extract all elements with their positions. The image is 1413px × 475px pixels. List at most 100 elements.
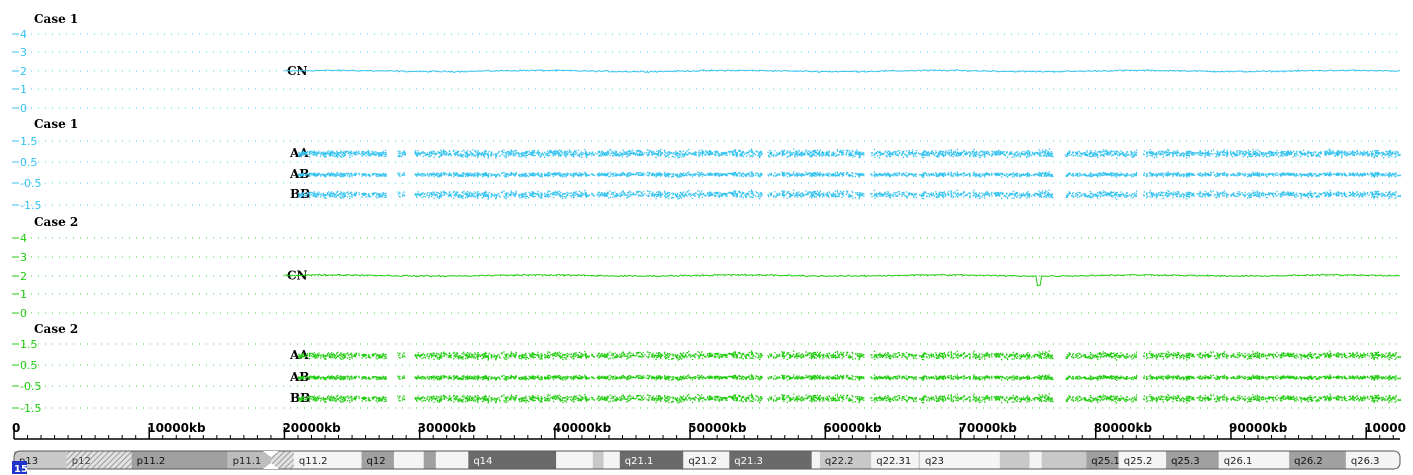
band-label-q21.3: q21.3 (734, 456, 763, 467)
x-tick-label: 30000kb (418, 421, 477, 435)
band-label-q22.2: q22.2 (825, 456, 854, 467)
genotype-point-cloud (298, 148, 1401, 159)
genotype-point-cloud (298, 393, 1401, 404)
track-title: Case 1 (34, 12, 78, 26)
band-label-q21.1: q21.1 (625, 456, 654, 467)
band-q25.2[interactable] (1118, 451, 1167, 469)
genotype-points-aa (298, 148, 1401, 159)
band-p11.1[interactable] (227, 451, 271, 469)
x-tick-label: 50000kb (688, 421, 747, 435)
y-tick-label: 3 (20, 46, 27, 59)
band-q22.31[interactable] (871, 451, 919, 469)
band-p13[interactable] (14, 451, 67, 469)
y-tick-label: -0.5 (20, 177, 41, 190)
band-label-q26.2: q26.2 (1294, 456, 1323, 467)
band-label-p11.2: p11.2 (137, 456, 166, 467)
band-q25.3[interactable] (1166, 451, 1219, 469)
band-q13[interactable] (393, 451, 424, 469)
x-tick-label: 10000kb (147, 421, 206, 435)
x-tick-label: 60000kb (823, 421, 882, 435)
band-q24.2[interactable] (1029, 451, 1042, 469)
band-label-q21.2: q21.2 (688, 456, 717, 467)
band-q26.3[interactable] (1345, 451, 1400, 469)
band-label-q25.2: q25.2 (1124, 456, 1153, 467)
chromosome-badge (12, 461, 27, 474)
band-label-q12: q12 (367, 456, 386, 467)
band-q22.32[interactable] (918, 451, 920, 469)
genotype-points-bb (298, 189, 1401, 200)
genotype-points-aa (298, 350, 1401, 361)
y-tick-label: 4 (20, 28, 27, 41)
x-axis: 0 10000kb 20000kb 30000kb 40000kb 50000kb 6000… (12, 421, 1406, 440)
band-label-q25.3: q25.3 (1171, 456, 1200, 467)
centromere-notch (262, 451, 279, 469)
y-tick-label: 1.5 (20, 135, 38, 148)
band-q25.1[interactable] (1086, 451, 1119, 469)
genotype-points-ab (298, 171, 1401, 178)
band-q15c[interactable] (603, 451, 620, 469)
y-tick-label: 0.5 (20, 359, 38, 372)
band-label-q11.2: q11.2 (299, 456, 328, 467)
band-q21.1[interactable] (619, 451, 684, 469)
copy-number-line (284, 69, 1401, 74)
band-q22.1[interactable] (811, 451, 820, 469)
y-tick-label: 2 (20, 65, 27, 78)
x-tick-label: 70000kb (959, 421, 1018, 435)
band-q15[interactable] (556, 451, 593, 469)
band-q13c[interactable] (435, 451, 469, 469)
band-q26.1[interactable] (1218, 451, 1290, 469)
copy-number-line (284, 273, 1401, 287)
y-tick-label: 1 (20, 83, 27, 96)
x-tick-label: 90000kb (1229, 421, 1288, 435)
band-q23[interactable] (919, 451, 1000, 469)
y-tick-label: 1 (20, 288, 27, 301)
band-q21.3[interactable] (729, 451, 812, 469)
genotype-points-bb (298, 393, 1401, 404)
x-tick-label: 10000 (1364, 421, 1406, 435)
track-title: Case 1 (34, 117, 78, 131)
band-label-q14: q14 (473, 456, 492, 467)
band-q24.3[interactable] (1041, 451, 1087, 469)
genotype-point-cloud (298, 350, 1401, 361)
band-label-q26.3: q26.3 (1351, 456, 1380, 467)
ideogram-outline (13, 450, 1401, 470)
y-tick-label: 2 (20, 270, 27, 283)
x-tick-label: 40000kb (553, 421, 612, 435)
track-2: Case 11.50.5-0.5-1.5AAABBB (12, 117, 1401, 212)
ideogram-bands: p13 p12 p11.2 p11.1 q11.2 q12 q14 q21.1 q21.2 q21… (14, 451, 1400, 469)
band-q12[interactable] (361, 451, 394, 469)
y-tick-label: 0 (20, 307, 27, 320)
band-p12[interactable] (66, 451, 132, 469)
band-q13b[interactable] (423, 451, 436, 469)
genotype-point-cloud (298, 189, 1401, 200)
band-p11.2[interactable] (131, 451, 228, 469)
chromosome-number: 15 (14, 464, 28, 475)
band-q11.1[interactable] (270, 451, 294, 469)
band-label-p11.1: p11.1 (233, 456, 262, 467)
genotype-point-cloud (298, 374, 1401, 381)
y-tick-label: 1.5 (20, 338, 38, 351)
y-tick-label: 3 (20, 251, 27, 264)
band-q21.2[interactable] (683, 451, 730, 469)
chromosome-ideogram[interactable]: p13 p12 p11.2 p11.1 q11.2 q12 q14 q21.1 q21.2 q21… (12, 450, 1401, 475)
band-q26.2[interactable] (1289, 451, 1346, 469)
y-tick-label: -1.5 (20, 199, 41, 212)
band-q14[interactable] (468, 451, 557, 469)
band-label-p13: p13 (19, 456, 38, 467)
y-tick-label: 4 (20, 232, 27, 245)
x-tick-label: 0 (12, 421, 20, 435)
band-q24.1[interactable] (999, 451, 1030, 469)
track-4: Case 21.50.5-0.5-1.5AAABBB (12, 322, 1401, 415)
band-q22.2[interactable] (819, 451, 872, 469)
band-q15b[interactable] (592, 451, 604, 469)
genotype-points-ab (298, 374, 1401, 381)
y-tick-label: -0.5 (20, 380, 41, 393)
band-q11.2[interactable] (293, 451, 362, 469)
y-tick-label: 0 (20, 102, 27, 115)
band-label-q25.1: q25.1 (1091, 456, 1120, 467)
